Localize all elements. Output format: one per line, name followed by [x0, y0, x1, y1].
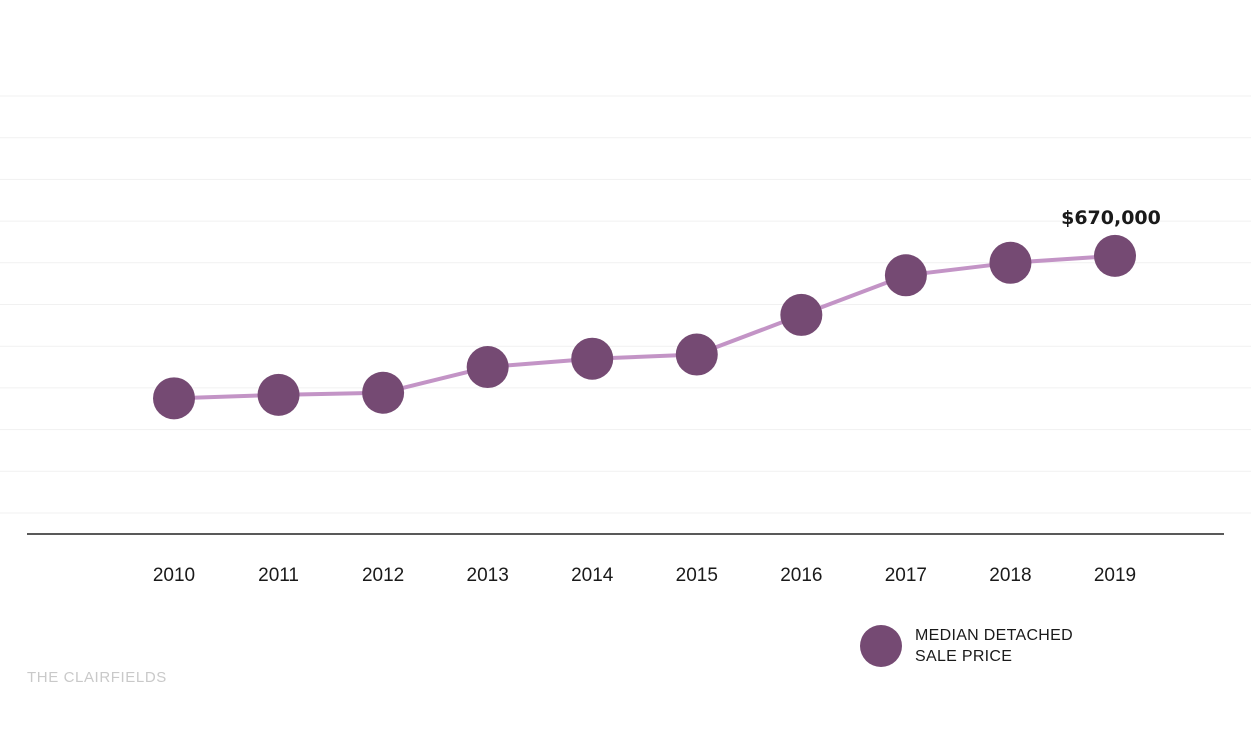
legend-marker-icon — [860, 625, 902, 667]
data-point — [571, 337, 614, 380]
data-point — [780, 293, 823, 336]
x-tick-label: 2019 — [1094, 565, 1136, 586]
data-point — [362, 371, 405, 414]
x-tick-label: 2014 — [571, 565, 614, 586]
x-tick-label: 2012 — [362, 565, 404, 586]
data-points — [153, 234, 1136, 420]
data-point — [884, 254, 927, 297]
series-line-group — [173, 253, 1116, 401]
data-point — [1094, 234, 1136, 277]
legend: MEDIAN DETACHED SALE PRICE — [860, 625, 1095, 667]
x-tick-label: 2017 — [885, 565, 927, 586]
x-tick-label: 2013 — [467, 565, 509, 586]
legend-label: MEDIAN DETACHED SALE PRICE — [915, 625, 1095, 667]
x-tick-label: 2011 — [258, 565, 299, 586]
data-point — [466, 346, 509, 389]
data-point — [257, 373, 300, 416]
data-label: $670,000 — [1061, 207, 1161, 229]
data-point — [153, 377, 195, 420]
series-line — [173, 253, 1116, 401]
brand-watermark: THE CLAIRFIELDS — [27, 669, 167, 686]
x-tick-labels: 2010 2011 2012 2013 2014 2015 2016 2017 2018 2019 — [153, 565, 1136, 586]
x-tick-label: 2016 — [780, 565, 822, 586]
x-tick-label: 2018 — [989, 565, 1031, 586]
x-tick-label: 2010 — [153, 565, 195, 586]
legend-label-line1: MEDIAN DETACHED — [915, 627, 1073, 644]
data-point — [675, 333, 718, 376]
gridlines — [0, 95, 1251, 514]
legend-label-line2: SALE PRICE — [915, 648, 1013, 665]
data-labels: $670,000 — [1061, 207, 1161, 229]
x-tick-label: 2015 — [676, 565, 718, 586]
data-point — [989, 241, 1032, 284]
